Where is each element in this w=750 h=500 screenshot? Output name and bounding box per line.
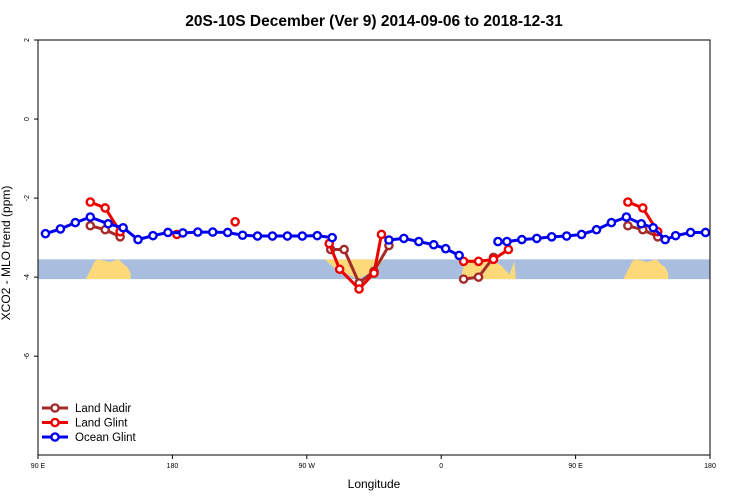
x-tick-label: 90 W (299, 463, 316, 470)
data-point (85, 212, 96, 222)
data-point (70, 217, 81, 228)
data-point (85, 197, 96, 207)
data-point (237, 230, 248, 241)
data-point (148, 230, 158, 241)
x-axis-label: Longitude (348, 477, 401, 491)
series-ocean-glint (40, 212, 711, 261)
legend-marker (50, 432, 60, 442)
data-point (606, 217, 617, 228)
data-point (621, 212, 632, 222)
data-point (561, 231, 572, 241)
data-point (178, 228, 188, 238)
data-point (473, 256, 484, 267)
land-patch (324, 259, 385, 280)
data-point (222, 227, 233, 238)
data-point (207, 227, 218, 237)
plot-frame (37, 39, 711, 456)
legend-item: Land Nadir (42, 403, 131, 415)
legend-item: Ocean Glint (42, 432, 137, 444)
data-point (636, 218, 647, 229)
y-tick-label: -4 (24, 274, 31, 280)
x-tick-label: 0 (439, 463, 443, 470)
data-point (700, 227, 711, 238)
data-point (546, 232, 557, 242)
data-point (163, 227, 173, 238)
data-point (100, 203, 110, 213)
data-point (670, 230, 681, 241)
data-point (103, 218, 113, 229)
legend-marker (50, 417, 60, 428)
data-point (638, 203, 648, 213)
data-point (623, 197, 633, 207)
data-point (354, 284, 364, 294)
data-point (454, 250, 464, 261)
x-tick-label: 180 (167, 463, 179, 470)
data-point (531, 233, 542, 244)
x-tick-label: 90 E (568, 463, 583, 470)
data-point (339, 244, 349, 255)
data-point (133, 234, 143, 245)
legend: Land Nadir Land Glint Ocean Glint (42, 403, 137, 444)
legend-item: Land Glint (42, 418, 128, 430)
y-tick-label: 2 (24, 38, 31, 42)
y-tick-label: 0 (24, 117, 31, 121)
x-tick-label: 90 E (31, 463, 46, 470)
data-point (297, 231, 308, 241)
data-point (282, 231, 293, 241)
data-point (312, 230, 323, 241)
y-tick-label: -2 (24, 195, 31, 201)
land-patch (460, 259, 513, 280)
land-patch (508, 261, 516, 280)
data-point (192, 227, 203, 237)
data-point (458, 274, 469, 284)
land-patch (623, 259, 669, 280)
data-point (230, 217, 240, 227)
data-point (473, 272, 484, 282)
data-point (685, 227, 696, 238)
data-point (428, 239, 439, 250)
legend-label: Land Glint (75, 418, 128, 430)
data-point (376, 229, 387, 240)
legend-marker (50, 403, 60, 413)
land-patch (85, 259, 131, 280)
data-point (399, 233, 409, 244)
y-axis: 2 0 -2 -4 -6 (24, 38, 38, 359)
data-point (502, 236, 512, 247)
data-point (85, 220, 96, 231)
data-point (458, 256, 469, 267)
data-point (517, 234, 527, 245)
x-axis: 90 E 180 90 W 0 90 E 180 (31, 455, 716, 470)
series-line (463, 248, 510, 263)
series-line (497, 215, 706, 244)
data-point (327, 232, 337, 243)
data-point (252, 231, 263, 241)
x-tick-label: 180 (704, 463, 716, 470)
data-point (369, 268, 379, 278)
data-point (384, 235, 394, 245)
chart-title: 20S-10S December (Ver 9) 2014-09-06 to 2… (185, 13, 563, 30)
y-tick-label: -6 (24, 353, 31, 359)
data-point (55, 224, 66, 234)
y-axis-label: XCO2 - MLO trend (ppm) (0, 186, 13, 321)
data-point (440, 243, 451, 254)
series-layer (40, 197, 711, 294)
data-point (591, 224, 602, 235)
data-point (648, 222, 659, 233)
legend-label: Ocean Glint (75, 432, 137, 444)
data-point (623, 220, 633, 231)
data-point (660, 234, 671, 245)
data-point (503, 244, 514, 255)
legend-label: Land Nadir (75, 403, 131, 415)
data-point (118, 222, 128, 233)
series-land-nadir (85, 220, 663, 288)
data-point (488, 254, 499, 265)
data-point (493, 236, 503, 247)
data-point (413, 236, 424, 247)
data-point (576, 229, 587, 240)
data-point (334, 264, 345, 275)
data-point (267, 231, 278, 241)
data-point (40, 228, 51, 239)
